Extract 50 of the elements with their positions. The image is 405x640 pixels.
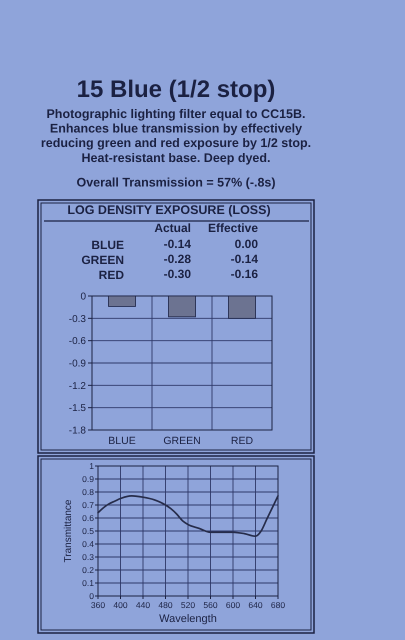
x-tick-label: BLUE [108,435,136,447]
x-tick-label: 360 [90,600,106,610]
x-tick-label: RED [230,435,254,447]
data-label: -0.30 [164,267,192,281]
y-tick-label: 0 [80,292,86,302]
data-label: -0.28 [164,252,192,266]
y-tick-label: 0.6 [82,513,94,523]
x-tick-label: 400 [113,600,128,610]
data-label: 0.00 [234,237,258,251]
y-tick-label: 0.4 [82,539,94,549]
category-label: RED [98,268,124,282]
x-tick-label: 440 [136,600,150,610]
y-tick-label: 1 [89,461,94,471]
text: reducing green and red exposure by 1/2 stop. [40,136,312,150]
y-tick-label: -0.3 [68,314,86,325]
y-tick-label: 0.5 [82,526,94,536]
text: Actual [154,221,191,235]
y-tick-label: 0.1 [82,578,94,588]
y-axis-title: Transmittance [63,499,74,562]
data-label: -0.14 [230,252,258,266]
y-tick-label: -0.9 [68,358,86,370]
text: Overall Transmission = 57% (-.8s) [76,175,276,190]
y-tick-label: 0.3 [82,552,94,562]
y-tick-label: -1.5 [68,403,86,414]
data-label: -0.16 [230,267,258,281]
y-tick-label: -1.8 [68,426,86,436]
x-tick-label: 680 [270,600,286,610]
text: LOG DENSITY EXPOSURE (LOSS) [67,203,271,217]
x-tick-label: 520 [180,600,196,610]
y-tick-label: -1.2 [68,380,86,392]
x-axis-title: Wavelength [159,613,217,625]
x-tick-label: 560 [203,600,218,610]
y-tick-label: 0.9 [82,474,94,484]
x-tick-label: GREEN [163,435,201,447]
y-tick-label: 0.8 [82,487,94,497]
data-label: -0.14 [164,237,192,251]
x-tick-label: 600 [226,600,240,610]
y-tick-label: 0.2 [82,565,94,575]
y-tick-label: 0.7 [82,500,94,510]
x-tick-label: 640 [248,600,263,610]
text: Heat-resistant base. Deep dyed. [82,150,270,165]
x-tick-label: 480 [158,600,173,610]
category-label: BLUE [91,238,124,252]
y-tick-label: -0.6 [68,336,86,348]
text: 15 Blue (1/2 stop) [76,76,276,103]
text: Effective [208,221,258,235]
y-tick-label: 0 [89,591,94,601]
text: Photographic lighting filter equal to CC15B. [46,107,306,121]
text: Enhances blue transmission by effectively [50,122,302,136]
category-label: GREEN [81,253,124,267]
